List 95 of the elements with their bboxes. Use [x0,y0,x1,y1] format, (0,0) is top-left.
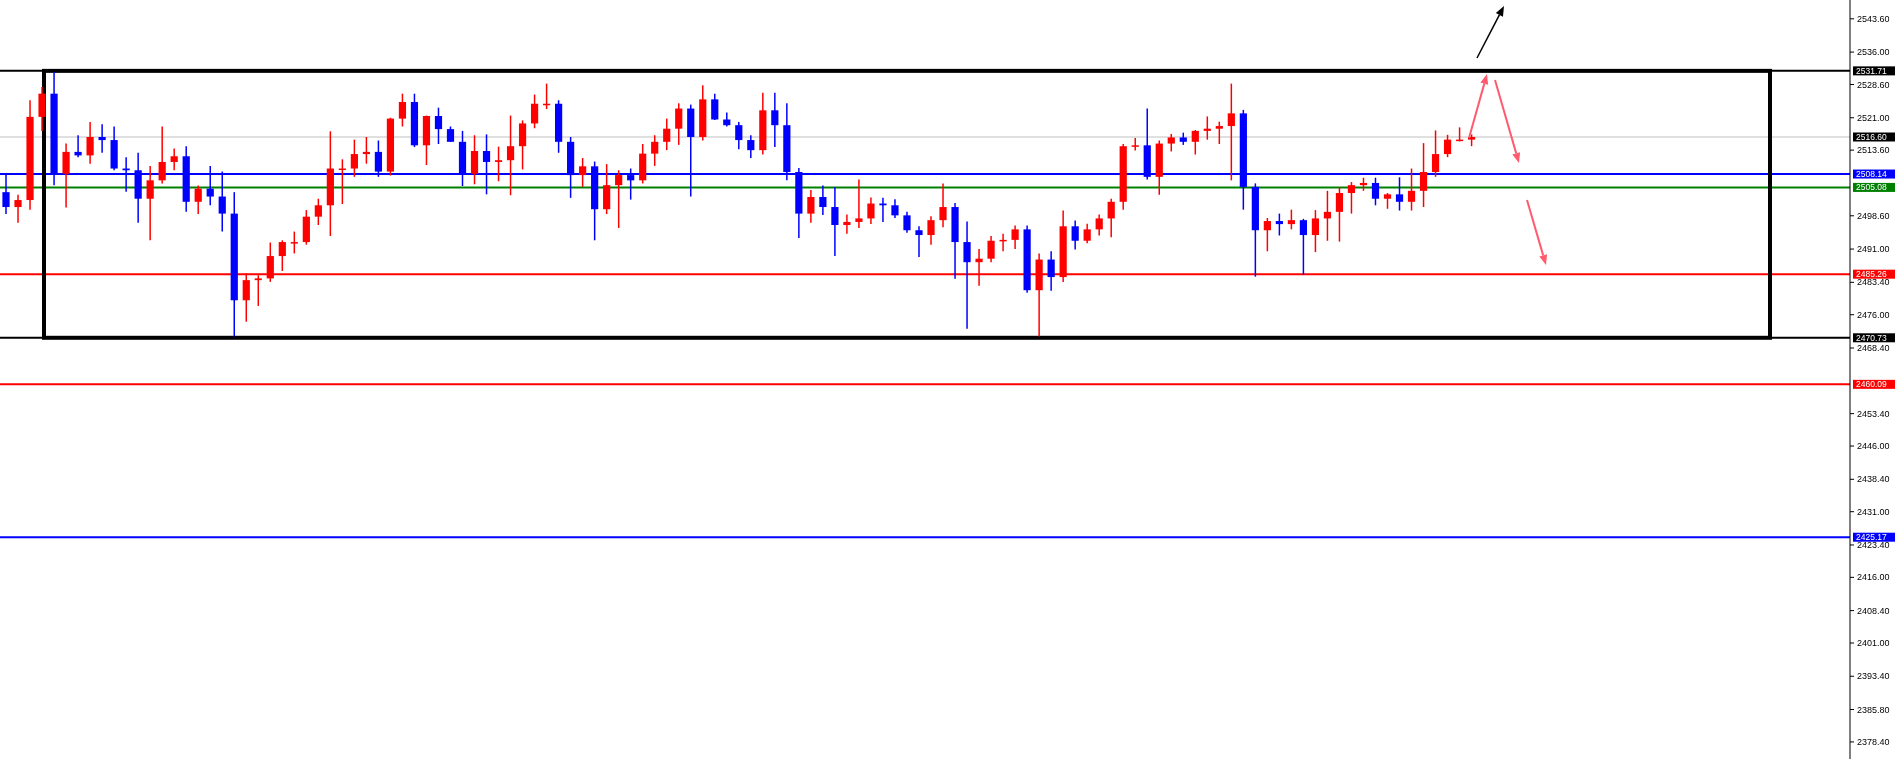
candlestick [771,92,779,148]
candlestick [398,92,407,128]
candlestick [615,169,623,229]
candlestick [314,197,322,226]
candlestick [158,125,166,185]
candlestick [74,134,82,158]
candlestick [494,145,503,182]
candlestick [867,196,875,225]
y-tick-label: 2468.40 [1857,343,1890,354]
y-tick-label: 2385.80 [1857,704,1890,715]
candlestick [1095,213,1103,237]
candlestick [470,134,479,186]
candlestick [1191,129,1199,156]
candlestick [927,215,935,246]
y-tick-label: 2401.00 [1857,638,1890,649]
y-tick-label: 2483.40 [1857,277,1890,288]
candlestick [1419,142,1428,208]
candlestick [146,165,154,242]
y-tick-label: 2446.00 [1857,441,1890,452]
candlestick [831,186,839,257]
candlestick [711,92,719,121]
ref-line-label: 2485.26 [1856,269,1887,280]
y-tick-label: 2543.60 [1857,13,1890,24]
y-tick-label: 2423.40 [1857,540,1890,551]
candlestick [1311,209,1320,253]
y-tick-label: 2528.60 [1857,79,1890,90]
y-tick-label: 2498.60 [1857,210,1890,221]
candlestick [506,114,515,196]
candlestick [290,230,298,255]
y-tick-label: 2416.00 [1857,572,1890,583]
y-tick-label: 2513.60 [1857,145,1890,156]
candlestick [518,119,527,171]
ref-line-label: 2460.09 [1856,379,1887,390]
y-tick-label: 2476.00 [1857,309,1890,320]
candlestick [1107,197,1115,238]
candlestick [1287,208,1295,231]
candlestick [38,86,46,132]
candlestick [735,121,743,151]
candlestick [807,189,815,224]
candlestick [1227,82,1235,182]
ref-line-label: 2516.60 [1856,131,1887,142]
y-tick-label: 2521.00 [1857,112,1890,123]
candlestick [819,184,827,216]
ref-line-label: 2470.73 [1856,332,1887,343]
candlestick [939,182,947,228]
ref-line-label: 2531.71 [1856,65,1887,76]
candlestick [1011,224,1019,250]
candlestick [747,134,755,159]
candlestick [350,138,358,178]
candlestick [1131,137,1139,152]
ref-line-label: 2505.08 [1856,182,1887,193]
candlestick [963,220,971,330]
candlestick [170,147,178,172]
y-tick-label: 2536.00 [1857,47,1890,58]
y-tick-label: 2438.40 [1857,474,1890,485]
candlestick [434,106,443,145]
candlestick [1083,222,1091,245]
candlestick [1395,176,1404,212]
candlestick [1263,217,1271,252]
y-tick-label: 2378.40 [1857,737,1890,748]
ref-line-label: 2425.17 [1856,532,1887,543]
candlestick [1371,176,1380,207]
y-tick-label: 2408.40 [1857,605,1890,616]
ref-line-label: 2508.14 [1856,169,1887,180]
candlestick [903,211,911,234]
candlestick [194,184,202,215]
candlestick [530,93,539,129]
candlestick [891,198,899,219]
candlestick [987,235,995,263]
candlestick [278,239,286,272]
candlestick [579,157,587,188]
candlestick [1347,181,1356,215]
candlestick [651,134,659,167]
candlestick [1071,219,1079,251]
candlestick [14,194,22,224]
candlestick [1215,120,1223,145]
candlestick [98,123,106,154]
candlestick [1335,186,1344,243]
candlestick [1431,129,1440,178]
candlestick [855,178,863,229]
candlestick [1275,212,1283,237]
candlestick [86,121,94,165]
y-tick-label: 2431.00 [1857,506,1890,517]
candlestick [915,225,923,258]
candlestick [663,117,671,151]
y-tick-label: 2491.00 [1857,244,1890,255]
candlestick [675,102,683,146]
candlestick [1299,218,1308,276]
y-tick-label: 2393.40 [1857,671,1890,682]
candlestick [1407,167,1416,212]
candlestick [1047,250,1055,292]
candlestick [1443,134,1452,158]
candlestick [843,213,851,235]
candlestick [62,142,70,209]
y-tick-label: 2453.40 [1857,408,1890,419]
